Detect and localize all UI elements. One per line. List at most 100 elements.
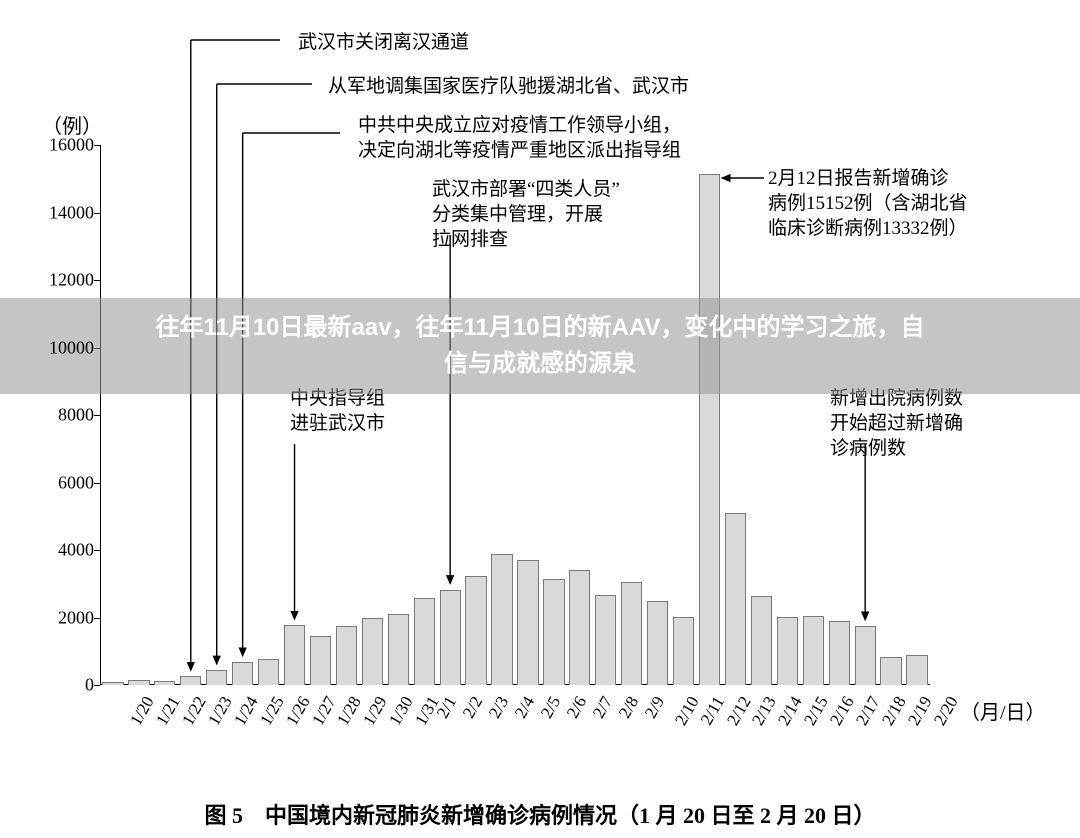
x-tick-label: 2/17	[852, 693, 884, 729]
y-tick-label: 8000	[0, 405, 94, 426]
x-tick-label: 2/20	[930, 693, 962, 729]
x-tick-label: 2/16	[826, 693, 858, 729]
y-tick-mark	[94, 280, 100, 281]
x-tick-label: 2/10	[671, 693, 703, 729]
bar	[725, 513, 746, 685]
bar	[440, 590, 461, 685]
annotation-text: 临床诊断病例13332例）	[768, 216, 968, 242]
bar	[232, 662, 253, 685]
x-tick-label: 1/29	[360, 693, 392, 729]
y-tick-label: 14000	[0, 202, 94, 223]
x-tick-label: 2/7	[589, 693, 617, 722]
bar	[206, 670, 227, 685]
x-tick-label: 2/1	[433, 693, 461, 722]
bar	[336, 626, 357, 685]
y-tick-label: 6000	[0, 472, 94, 493]
bar	[595, 595, 616, 685]
chart-container: （例） （月/日） 武汉市关闭离汉通道从军地调集国家医疗队驰援湖北省、武汉市中共…	[0, 0, 1080, 838]
overlay-banner: 往年11月10日最新aav，往年11月10日的新AAV，变化中的学习之旅，自 信…	[0, 298, 1080, 394]
y-tick-mark	[94, 483, 100, 484]
x-tick-label: 1/28	[334, 693, 366, 729]
y-tick-mark	[94, 550, 100, 551]
y-tick-mark	[94, 213, 100, 214]
x-tick-label: 1/25	[256, 693, 288, 729]
bar	[128, 680, 149, 685]
bar	[751, 596, 772, 685]
bar	[310, 636, 331, 685]
bar	[491, 554, 512, 685]
annotation-text: 进驻武汉市	[290, 411, 385, 437]
x-tick-label: 1/20	[126, 693, 158, 729]
bar	[543, 579, 564, 685]
y-tick-mark	[94, 618, 100, 619]
annotation-text: 诊病例数	[830, 436, 906, 462]
y-tick-label: 2000	[0, 607, 94, 628]
annotation-text: 拉网排查	[432, 227, 508, 253]
x-tick-label: 2/12	[723, 693, 755, 729]
bar	[906, 655, 927, 685]
bar	[258, 659, 279, 685]
x-tick-label: 2/8	[615, 693, 643, 722]
y-tick-mark	[94, 415, 100, 416]
x-tick-label: 1/26	[282, 693, 314, 729]
x-tick-label: 1/24	[230, 693, 262, 729]
annotation-text: 中共中央成立应对疫情工作领导小组，	[358, 113, 681, 139]
bar	[180, 676, 201, 685]
x-tick-label: 1/22	[178, 693, 210, 729]
bar	[829, 621, 850, 685]
bar	[414, 598, 435, 685]
x-tick-label: 2/2	[459, 693, 487, 722]
bar	[647, 601, 668, 685]
x-tick-label: 1/30	[385, 693, 417, 729]
y-tick-label: 16000	[0, 135, 94, 156]
figure-title: 图 5 中国境内新冠肺炎新增确诊病例情况（1 月 20 日至 2 月 20 日）	[0, 798, 1080, 830]
y-tick-mark	[94, 685, 100, 686]
bar	[699, 174, 720, 685]
x-tick-label: 1/23	[204, 693, 236, 729]
x-tick-label: 2/4	[511, 693, 539, 722]
annotation-text: 2月12日报告新增确诊	[768, 166, 949, 192]
y-tick-label: 4000	[0, 540, 94, 561]
annotation-text: 开始超过新增确	[830, 411, 963, 437]
bar	[673, 617, 694, 685]
x-tick-label: 2/11	[696, 693, 728, 729]
annotation-text: 从军地调集国家医疗队驰援湖北省、武汉市	[328, 74, 689, 100]
x-tick-label: 2/15	[800, 693, 832, 729]
bar	[388, 614, 409, 685]
bar	[803, 616, 824, 685]
overlay-line-1: 往年11月10日最新aav，往年11月10日的新AAV，变化中的学习之旅，自	[155, 314, 924, 341]
y-tick-label: 12000	[0, 270, 94, 291]
x-tick-label: 2/9	[641, 693, 669, 722]
x-tick-label: 1/21	[152, 693, 184, 729]
x-tick-label: 1/27	[308, 693, 340, 729]
annotation-text: 病例15152例（含湖北省	[768, 191, 968, 217]
y-tick-mark	[94, 145, 100, 146]
bar	[777, 617, 798, 685]
bar	[855, 626, 876, 685]
x-tick-label: 2/18	[878, 693, 910, 729]
overlay-line-2: 信与成就感的源泉	[444, 350, 636, 377]
x-tick-label: 2/6	[563, 693, 591, 722]
bar	[569, 570, 590, 685]
x-tick-label: 2/3	[485, 693, 513, 722]
y-tick-label: 0	[0, 675, 94, 696]
overlay-text: 往年11月10日最新aav，往年11月10日的新AAV，变化中的学习之旅，自 信…	[115, 310, 964, 382]
bar	[154, 681, 175, 685]
y-axis-line	[100, 145, 101, 685]
x-tick-label: 2/5	[537, 693, 565, 722]
annotation-text: 决定向湖北等疫情严重地区派出指导组	[358, 138, 681, 164]
bar	[621, 582, 642, 685]
bar	[880, 657, 901, 685]
x-tick-label: 2/14	[775, 693, 807, 729]
x-tick-label: 2/13	[749, 693, 781, 729]
x-tick-label: 2/19	[904, 693, 936, 729]
bar	[465, 576, 486, 685]
bar	[517, 560, 538, 685]
bar	[284, 625, 305, 685]
y-tick-label: 10000	[0, 337, 94, 358]
annotation-text: 分类集中管理，开展	[432, 202, 603, 228]
bar	[362, 618, 383, 685]
bar	[102, 682, 123, 685]
annotation-text: 武汉市部署“四类人员”	[432, 177, 620, 203]
annotation-text: 武汉市关闭离汉通道	[298, 30, 469, 56]
